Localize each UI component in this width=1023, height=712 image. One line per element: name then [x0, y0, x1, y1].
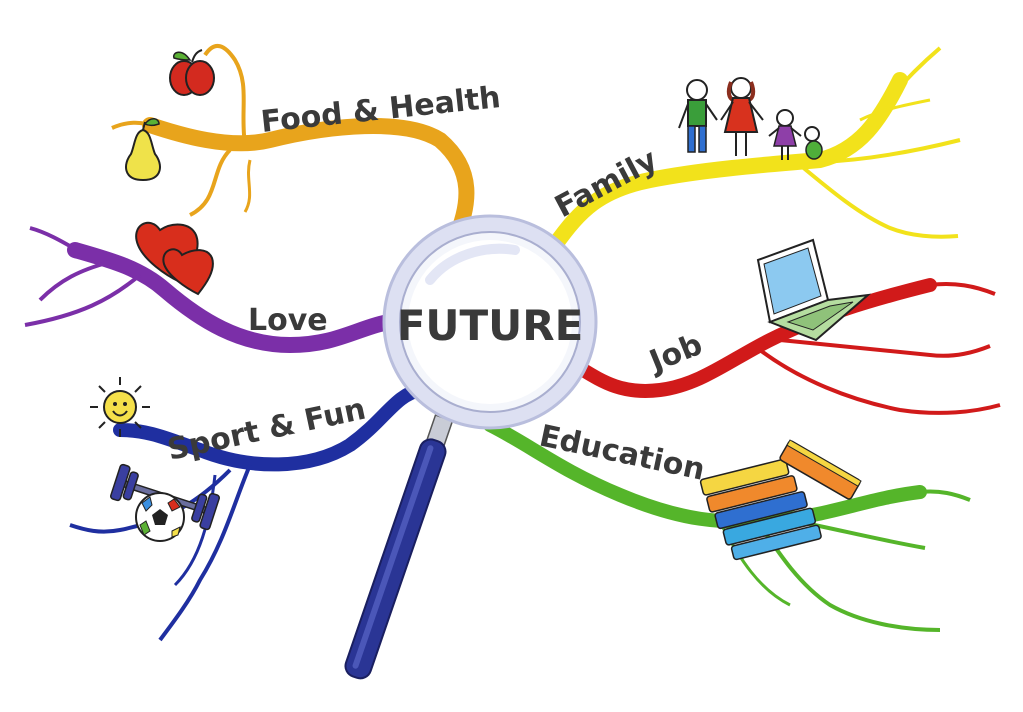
branch-sport-fun-trunk — [113, 383, 427, 472]
branch-food-health-twig — [243, 159, 252, 213]
branch-job-trunk — [568, 278, 937, 398]
apple-icon — [169, 49, 215, 96]
branch-education-twig — [758, 523, 941, 632]
branch-family-trunk — [547, 72, 908, 253]
branch-education-twig — [799, 520, 926, 550]
branch-family-twig — [859, 98, 931, 122]
pear-icon — [125, 118, 161, 182]
branch-sport-fun-twig — [158, 464, 252, 642]
branch-family-twig — [878, 46, 942, 112]
books-icon — [699, 439, 862, 561]
branch-education-trunk — [483, 418, 927, 529]
branch-food-health-trunk — [142, 117, 475, 248]
branch-family-twig — [819, 138, 961, 164]
branch-love-label: Love — [248, 303, 328, 338]
branch-education-twig — [919, 489, 971, 502]
branch-food-health-twig — [203, 44, 247, 146]
branch-family: Family — [547, 46, 961, 253]
sun-icon — [90, 377, 150, 437]
branch-sport-fun-twig — [173, 474, 217, 587]
branch-job-twig — [779, 338, 991, 358]
branch-sport-fun-twig — [69, 468, 232, 534]
branch-love-twig — [38, 260, 111, 302]
branch-food-health-twig — [189, 148, 232, 217]
magnifying-glass-icon: FUTURE — [344, 214, 598, 680]
branch-food-health-twig — [111, 120, 161, 130]
branch-love-twig — [29, 226, 82, 254]
branch-love-twig — [24, 273, 142, 327]
branch-love: Love — [24, 226, 408, 354]
branch-family-twig — [798, 163, 959, 239]
branch-job-twig — [758, 348, 1001, 415]
branch-job-twig — [929, 282, 996, 296]
branch-education-label: Education — [536, 419, 708, 488]
center-label: FUTURE — [397, 301, 584, 350]
branch-love-trunk — [67, 242, 408, 354]
family-icon — [678, 77, 823, 160]
soccer-ball-icon — [135, 492, 185, 542]
laptop-icon — [756, 238, 872, 342]
hearts-icon — [135, 221, 214, 296]
